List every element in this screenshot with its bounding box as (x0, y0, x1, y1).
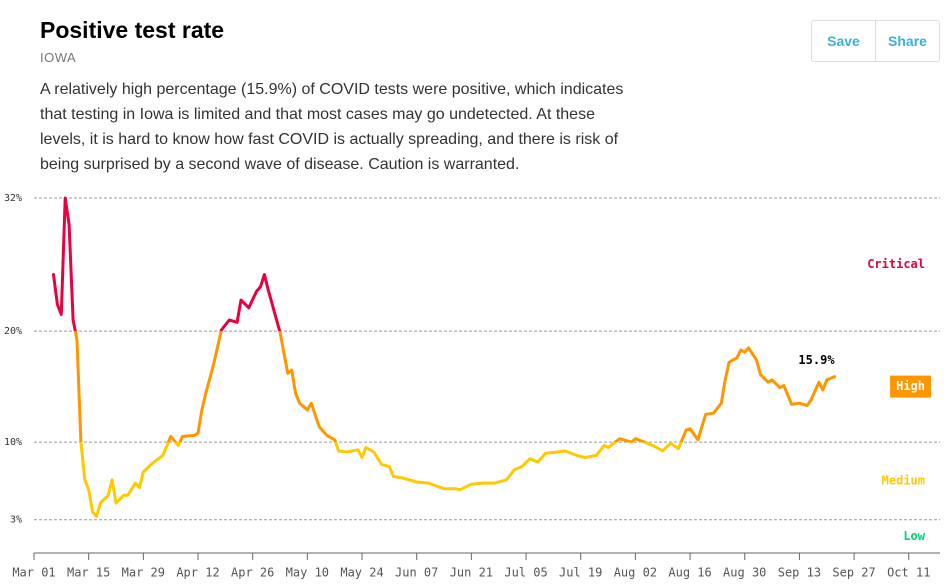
x-tick-label: Jul 05 (504, 566, 547, 580)
zone-label-box (890, 375, 931, 398)
x-tick-label: May 10 (286, 566, 329, 580)
y-tick-label: 20% (4, 326, 22, 337)
region: IOWA (40, 50, 77, 65)
zone-label: High (896, 379, 925, 393)
x-tick-label: Sep 13 (778, 566, 821, 580)
description: A relatively high percentage (15.9%) of … (40, 81, 624, 173)
share-button[interactable]: Share (875, 21, 939, 61)
x-tick-label: Aug 30 (723, 566, 766, 580)
y-tick-label: 32% (4, 193, 22, 204)
x-tick-label: Aug 02 (614, 566, 657, 580)
value-label: 15.9% (798, 353, 835, 367)
x-tick-label: May 24 (340, 566, 383, 580)
zone-label-group: Low (903, 529, 925, 543)
zone-label-group: Medium (882, 473, 925, 487)
x-tick-label: Sep 27 (832, 566, 875, 580)
x-tick-label: Mar 01 (12, 566, 55, 580)
x-tick-label: Mar 15 (67, 566, 110, 580)
zone-label: Medium (882, 473, 925, 487)
button-group: Save Share (811, 20, 940, 62)
line (52, 196, 837, 518)
x-tick-label: Jul 19 (559, 566, 602, 580)
x-tick-label: Oct 11 (887, 566, 930, 580)
x-tick-label: Apr 12 (176, 566, 219, 580)
y-tick-label: 10% (4, 437, 22, 448)
zone-label-group: Critical (867, 257, 925, 271)
title: Positive test rate (40, 17, 225, 43)
zone-label: Critical (867, 257, 925, 271)
x-tick-label: Jun 21 (450, 566, 493, 580)
x-tick-label: Jun 07 (395, 566, 438, 580)
save-button[interactable]: Save (827, 33, 860, 49)
x-tick-label: Aug 16 (668, 566, 711, 580)
x-tick-label: Apr 26 (231, 566, 274, 580)
x-tick-label: Mar 29 (122, 566, 165, 580)
y-tick-label: 3% (10, 515, 22, 526)
zone-label-group: High (890, 375, 931, 398)
zone-label: Low (903, 529, 925, 543)
